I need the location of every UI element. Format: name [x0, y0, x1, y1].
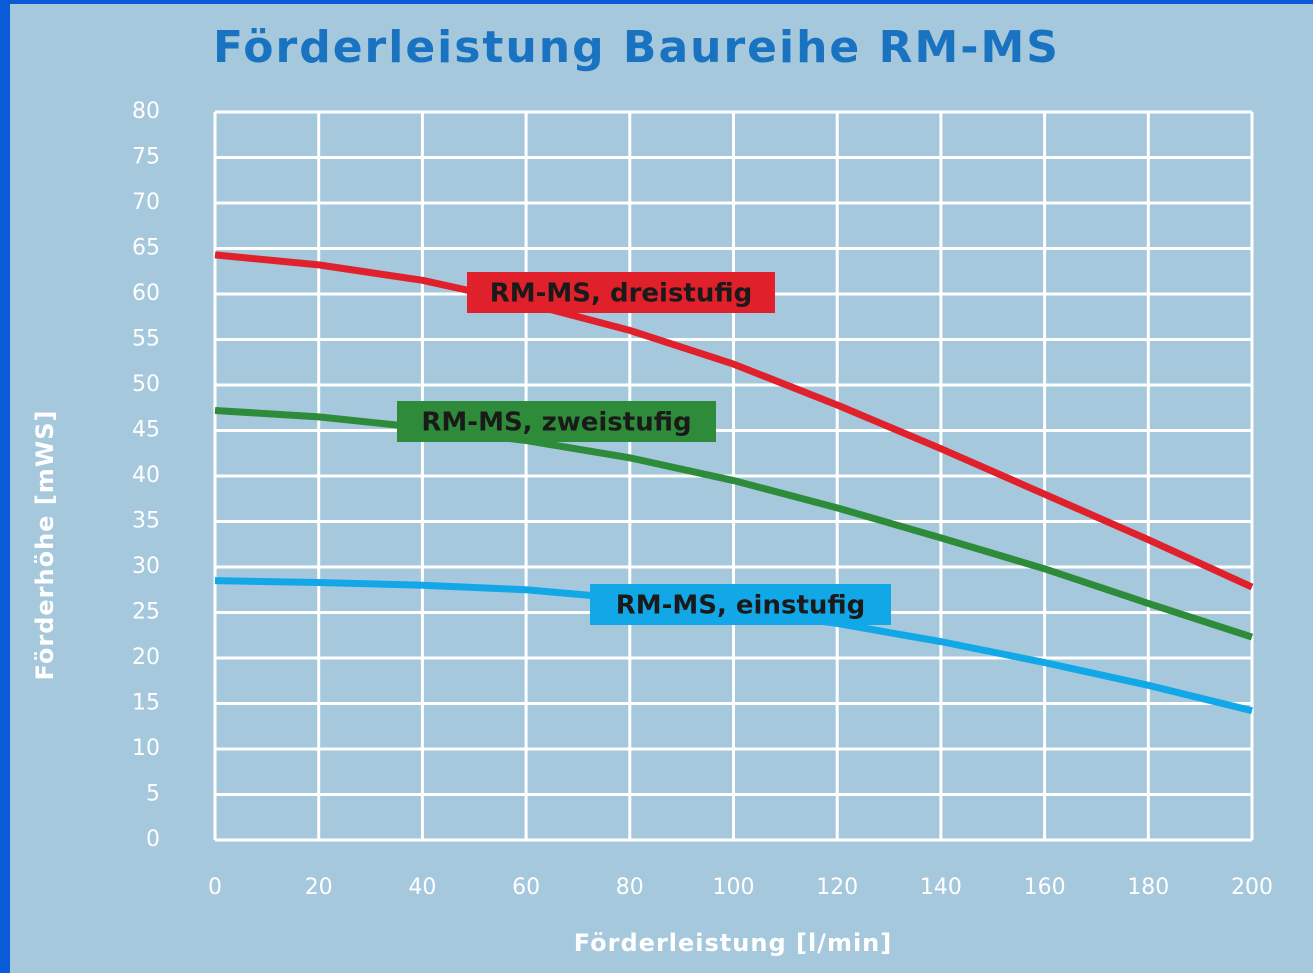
border-top: [0, 0, 1313, 4]
legend-box: [467, 272, 775, 313]
y-tick-label: 0: [146, 827, 160, 852]
y-tick-label: 40: [132, 463, 160, 488]
x-tick-label: 140: [920, 875, 962, 900]
legend-label: RM-MS, zweistufig: [421, 408, 691, 438]
chart-title: Förderleistung Baureihe RM-MS: [213, 22, 1060, 73]
y-tick-label: 50: [132, 372, 160, 397]
border-left: [0, 0, 10, 973]
y-tick-label: 10: [132, 736, 160, 761]
y-tick-label: 75: [132, 145, 160, 170]
x-tick-label: 20: [305, 875, 333, 900]
y-tick-label: 55: [132, 327, 160, 352]
line-series: [214, 406, 1254, 641]
y-tick-label: 5: [146, 782, 160, 807]
x-axis-label: Förderleistung [l/min]: [574, 929, 892, 957]
y-tick-label: 45: [132, 418, 160, 443]
x-tick-label: 100: [713, 875, 755, 900]
y-tick-label: 25: [132, 600, 160, 625]
x-tick-label: 40: [408, 875, 436, 900]
legend-label: RM-MS, dreistufig: [490, 279, 753, 309]
y-tick-label: 30: [132, 554, 160, 579]
legend-box: [397, 401, 716, 442]
y-tick-label: 15: [132, 691, 160, 716]
y-tick-label: 60: [132, 281, 160, 306]
x-tick-label: 80: [616, 875, 644, 900]
y-tick-label: 20: [132, 645, 160, 670]
x-tick-label: 0: [208, 875, 222, 900]
line-series: [214, 251, 1254, 591]
y-tick-label: 80: [132, 99, 160, 124]
y-tick-label: 70: [132, 190, 160, 215]
y-axis-label: Förderhöhe [mWS]: [31, 409, 59, 680]
legend-label: RM-MS, einstufig: [616, 591, 866, 621]
x-tick-label: 180: [1127, 875, 1169, 900]
y-tick-label: 35: [132, 509, 160, 534]
y-tick-label: 65: [132, 236, 160, 261]
x-tick-label: 120: [816, 875, 858, 900]
legend-box: [590, 584, 891, 625]
x-tick-label: 60: [512, 875, 540, 900]
x-tick-label: 160: [1024, 875, 1066, 900]
x-tick-label: 200: [1231, 875, 1273, 900]
